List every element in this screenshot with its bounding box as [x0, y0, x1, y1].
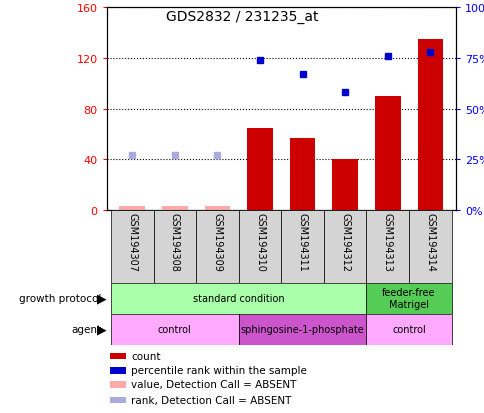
- Bar: [162, 207, 187, 211]
- Text: growth protocol: growth protocol: [19, 293, 102, 304]
- Text: value, Detection Call = ABSENT: value, Detection Call = ABSENT: [131, 380, 296, 389]
- Bar: [110, 353, 126, 360]
- Bar: [196, 211, 238, 283]
- Bar: [119, 207, 145, 211]
- Text: GSM194310: GSM194310: [255, 213, 264, 271]
- Text: GSM194311: GSM194311: [297, 213, 307, 271]
- Bar: [111, 211, 153, 283]
- Bar: [366, 314, 451, 345]
- Bar: [247, 128, 272, 211]
- Text: percentile rank within the sample: percentile rank within the sample: [131, 366, 306, 375]
- Bar: [281, 211, 323, 283]
- Bar: [332, 160, 357, 211]
- Text: rank, Detection Call = ABSENT: rank, Detection Call = ABSENT: [131, 395, 291, 405]
- Text: GSM194314: GSM194314: [424, 213, 435, 271]
- Bar: [238, 211, 281, 283]
- Bar: [238, 314, 366, 345]
- Bar: [110, 367, 126, 374]
- Bar: [204, 207, 230, 211]
- Bar: [289, 138, 315, 211]
- Text: GSM194307: GSM194307: [127, 213, 137, 272]
- Text: GSM194309: GSM194309: [212, 213, 222, 271]
- Bar: [323, 211, 366, 283]
- Text: control: control: [158, 324, 191, 335]
- Text: control: control: [392, 324, 425, 335]
- Text: GSM194312: GSM194312: [339, 213, 349, 272]
- Bar: [111, 314, 238, 345]
- Bar: [408, 211, 451, 283]
- Bar: [110, 381, 126, 388]
- Text: GDS2832 / 231235_at: GDS2832 / 231235_at: [166, 10, 318, 24]
- Text: feeder-free
Matrigel: feeder-free Matrigel: [381, 287, 435, 309]
- Bar: [374, 97, 400, 211]
- Text: sphingosine-1-phosphate: sphingosine-1-phosphate: [240, 324, 363, 335]
- Text: GSM194313: GSM194313: [382, 213, 392, 271]
- Text: ▶: ▶: [96, 292, 106, 305]
- Text: standard condition: standard condition: [193, 293, 284, 304]
- Bar: [153, 211, 196, 283]
- Text: ▶: ▶: [96, 323, 106, 336]
- Bar: [111, 283, 366, 314]
- Text: agent: agent: [72, 324, 102, 335]
- Text: GSM194308: GSM194308: [169, 213, 180, 271]
- Bar: [366, 283, 451, 314]
- Bar: [110, 397, 126, 403]
- Bar: [417, 40, 442, 211]
- Bar: [366, 211, 408, 283]
- Text: count: count: [131, 351, 160, 361]
